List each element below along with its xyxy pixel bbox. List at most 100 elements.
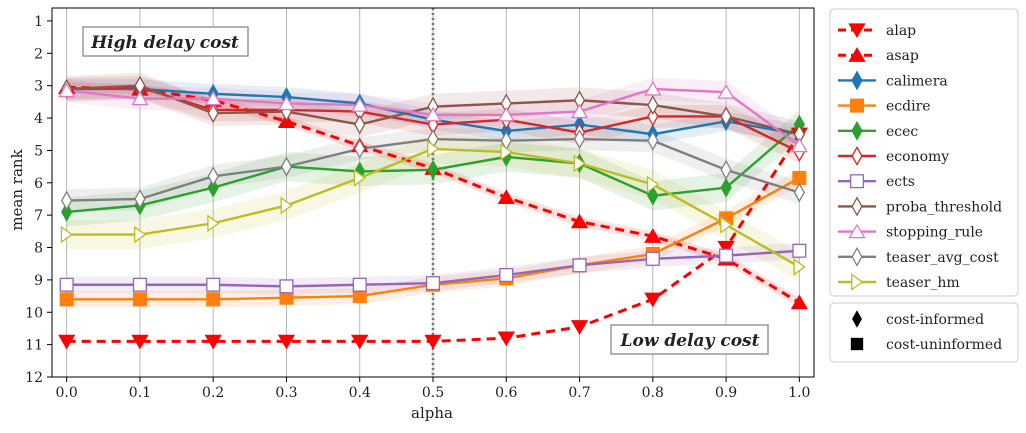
- x-tick-label-2: 0.2: [202, 385, 224, 401]
- y-tick-label-9: 10: [25, 305, 43, 321]
- marker-stopping_rule-10: [790, 137, 808, 153]
- marker-teaser_avg_cost-4: [354, 138, 366, 159]
- marker-ecec-9: [720, 177, 732, 198]
- y-tick-label-2: 3: [34, 79, 43, 95]
- marker-asap-6: [497, 189, 515, 205]
- legend-label-economy: economy: [886, 149, 949, 165]
- marker-legend-square: [850, 337, 864, 351]
- marker-alap-2: [204, 334, 222, 350]
- marker-ecec-0: [61, 201, 73, 222]
- marker-ects-7: [572, 258, 587, 273]
- marker-teaser_hm-9: [720, 216, 733, 234]
- marker-asap-10: [790, 294, 808, 310]
- marker-teaser_hm-8: [646, 175, 660, 194]
- legend-marker-ecec: [851, 120, 863, 141]
- marker-ects-5: [425, 276, 441, 291]
- marker-ecdire-2: [206, 292, 221, 307]
- marker-ecec-2: [207, 177, 219, 198]
- marker-asap-8: [644, 228, 662, 243]
- y-tick-label-8: 9: [34, 273, 43, 289]
- marker-alap-8: [644, 292, 662, 308]
- x-tick-label-10: 1.0: [788, 385, 810, 401]
- marker-economy-8: [647, 106, 659, 127]
- x-tick-label-1: 0.1: [129, 385, 151, 401]
- legend-label-asap: asap: [886, 48, 919, 64]
- annotation-low-delay-text: Low delay cost: [620, 331, 760, 351]
- marker-stopping_rule-1: [131, 90, 149, 106]
- x-tick-label-7: 0.7: [568, 385, 590, 401]
- marker-proba_threshold-9: [720, 106, 732, 127]
- marker-proba_threshold-4: [354, 114, 366, 135]
- marker-ecdire-10: [792, 170, 807, 185]
- legend-marker-economy: [851, 146, 863, 166]
- x-tick-label-5: 0.5: [422, 385, 444, 401]
- marker-ects-3: [279, 279, 294, 294]
- series-markers: [58, 75, 808, 350]
- legend-marker-proba_threshold: [851, 196, 863, 217]
- legend-label-ects: ects: [886, 174, 915, 190]
- x-tick-label-3: 0.3: [275, 385, 297, 401]
- legend-box: [829, 8, 1019, 297]
- legend-marker-stopping_rule: [848, 223, 866, 239]
- band-teaser_avg_cost: [66, 127, 800, 212]
- marker-alap-0: [58, 334, 76, 350]
- marker-ects-2: [206, 277, 221, 292]
- marker-legend: cost-informed cost-uninformed: [829, 302, 1019, 363]
- marker-alap-6: [497, 331, 515, 347]
- x-tick-label-8: 0.8: [642, 385, 664, 401]
- y-tick-label-3: 4: [34, 111, 43, 127]
- marker-ecec-8: [647, 185, 659, 206]
- marker-stopping_rule-3: [277, 95, 296, 111]
- marker-stopping_rule-8: [644, 80, 662, 96]
- band-ects: [66, 242, 800, 295]
- marker-teaser_avg_cost-2: [207, 166, 219, 187]
- marker-teaser_avg_cost-7: [573, 129, 586, 150]
- marker-legend-diamond: [852, 310, 862, 328]
- marker-teaser_hm-0: [60, 225, 74, 244]
- x-tick-label-0: 0.0: [56, 385, 78, 401]
- marker-alap-4: [351, 334, 369, 350]
- marker-alap-5: [424, 334, 442, 350]
- marker-ecdire-1: [132, 292, 147, 307]
- legend-marker-ecdire: [849, 98, 865, 113]
- y-tick-label-4: 5: [34, 143, 43, 159]
- marker-ects-1: [132, 277, 147, 292]
- marker-stopping_rule-7: [570, 103, 589, 119]
- annotation-high-delay: High delay cost: [82, 26, 249, 57]
- marker-teaser_hm-5: [427, 140, 440, 158]
- marker-stopping_rule-5: [424, 106, 442, 122]
- marker-teaser_hm-1: [134, 225, 147, 244]
- legend-label-ecec: ecec: [886, 124, 918, 140]
- marker-ects-9: [719, 248, 734, 263]
- marker-alap-3: [277, 334, 296, 350]
- marker-teaser_avg_cost-9: [720, 159, 732, 180]
- legend-label-alap: alap: [886, 23, 916, 39]
- x-tick-label-9: 0.9: [715, 385, 737, 401]
- legend-marker-calimera: [851, 70, 863, 91]
- annotation-high-delay-text: High delay cost: [90, 33, 239, 53]
- annotation-low-delay: Low delay cost: [610, 324, 769, 355]
- marker-teaser_hm-2: [207, 214, 220, 233]
- marker-alap-9: [717, 240, 735, 256]
- legend: alap asap calimera ecdire ecec economy ects pro…: [829, 8, 1019, 297]
- y-tick-label-0: 1: [34, 14, 43, 30]
- marker-proba_threshold-2: [207, 103, 219, 124]
- y-axis-label: mean rank: [8, 148, 26, 230]
- marker-teaser_avg_cost-1: [134, 189, 146, 209]
- marker-stopping_rule-9: [717, 84, 735, 99]
- y-tick-label-10: 11: [25, 338, 43, 354]
- marker-alap-1: [131, 334, 149, 350]
- marker-teaser_hm-3: [280, 196, 293, 215]
- marker-legend-label-1: cost-uninformed: [886, 337, 1002, 353]
- legend-label-calimera: calimera: [886, 73, 948, 89]
- x-axis-label: alpha: [411, 404, 453, 422]
- legend-marker-ects: [849, 174, 865, 189]
- marker-alap-7: [570, 320, 589, 335]
- y-tick-label-7: 8: [34, 241, 43, 257]
- y-tick-label-5: 6: [34, 176, 43, 192]
- band-teaser_hm: [66, 134, 800, 282]
- legend-label-proba_threshold: proba_threshold: [886, 199, 1002, 215]
- x-tick-label-4: 0.4: [349, 385, 371, 401]
- marker-proba_threshold-8: [647, 95, 659, 116]
